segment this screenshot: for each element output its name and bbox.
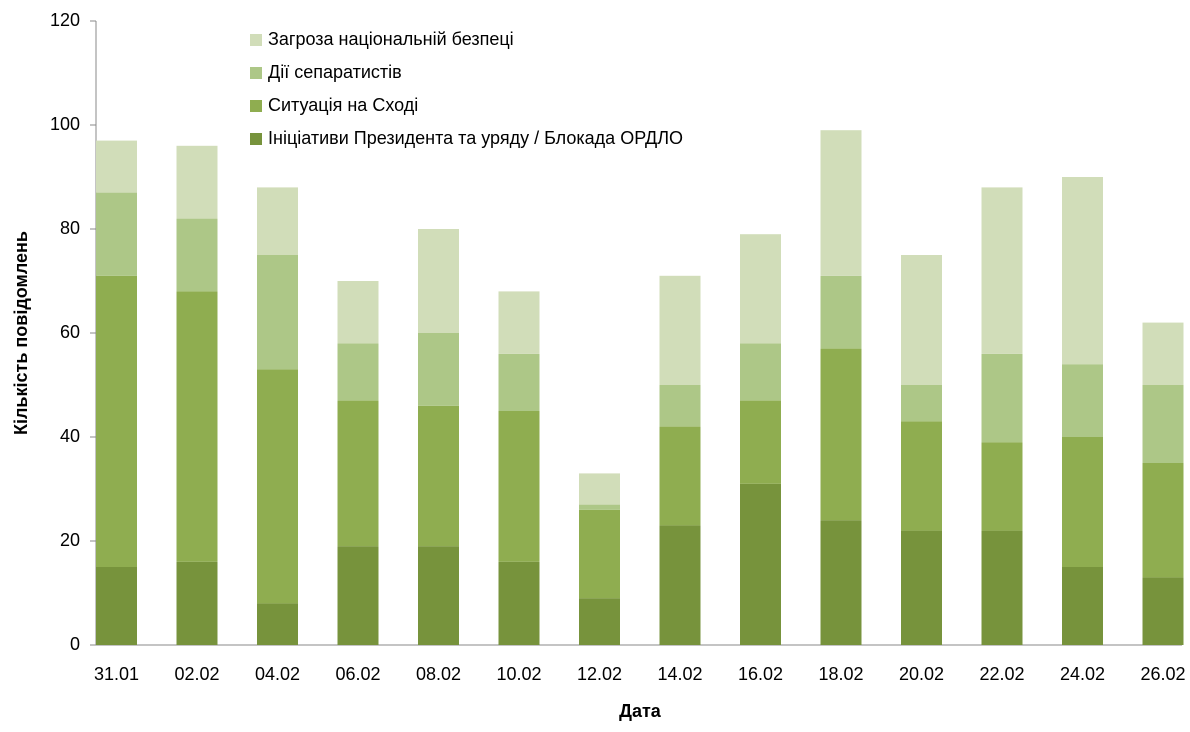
x-tick-label: 10.02 — [496, 664, 541, 684]
legend-swatch — [250, 67, 262, 79]
x-tick-label: 20.02 — [899, 664, 944, 684]
bar-segment — [96, 192, 137, 276]
bar-segment — [981, 353, 1023, 443]
bar-segment — [337, 281, 379, 344]
y-tick-label: 60 — [60, 322, 80, 342]
x-tick-label: 16.02 — [738, 664, 783, 684]
bar-segment — [579, 509, 620, 599]
bar-segment — [901, 421, 942, 531]
legend-label: Ситуація на Сході — [268, 95, 418, 115]
x-tick-label: 08.02 — [416, 664, 461, 684]
x-tick-label: 26.02 — [1140, 664, 1185, 684]
bar-segment — [498, 291, 540, 354]
bar-segment — [96, 140, 137, 193]
x-tick-label: 22.02 — [979, 664, 1024, 684]
bar-segment — [901, 255, 942, 385]
x-tick-label: 18.02 — [818, 664, 863, 684]
bar-segment — [820, 275, 862, 349]
bar-segment — [1142, 322, 1184, 385]
bar-segment — [740, 400, 781, 484]
bar-segment — [579, 598, 620, 645]
y-tick-label: 0 — [70, 634, 80, 654]
bar-segment — [740, 483, 781, 645]
bar-segment — [820, 130, 862, 276]
bar-segment — [820, 520, 862, 645]
bar-segment — [1062, 437, 1103, 567]
y-tick-label: 40 — [60, 426, 80, 446]
bar-segment — [820, 348, 862, 521]
y-tick-label: 80 — [60, 218, 80, 238]
bar-segment — [176, 561, 218, 645]
bar-segment — [498, 411, 540, 562]
bar-segment — [659, 525, 701, 645]
bar-segment — [1062, 177, 1103, 365]
bar-segment — [579, 504, 620, 510]
bar-segment — [981, 530, 1023, 645]
x-tick-label: 31.01 — [94, 664, 139, 684]
bar-segment — [1062, 567, 1103, 645]
bar-segment — [1062, 364, 1103, 437]
bar-segment — [418, 405, 459, 547]
x-tick-label: 14.02 — [657, 664, 702, 684]
bar-segment — [418, 333, 459, 406]
y-tick-label: 100 — [50, 114, 80, 134]
bar-segment — [740, 343, 781, 401]
y-tick-label: 20 — [60, 530, 80, 550]
bar-segment — [659, 426, 701, 526]
legend-swatch — [250, 34, 262, 46]
bar-segment — [981, 187, 1023, 354]
bar-segment — [96, 567, 137, 645]
legend-label: Дії сепаратистів — [268, 62, 402, 82]
bar-segment — [257, 369, 298, 604]
bar-segment — [176, 145, 218, 219]
bar-segment — [659, 385, 701, 427]
bar-segment — [337, 343, 379, 401]
bar-segment — [176, 291, 218, 562]
bar-segment — [257, 603, 298, 645]
bar-segment — [901, 385, 942, 422]
bar-segment — [418, 229, 459, 333]
bar-segment — [1142, 463, 1184, 578]
bar-segment — [901, 530, 942, 645]
bar-segment — [659, 275, 701, 385]
y-axis-label: Кількість повідомлень — [11, 231, 31, 435]
x-axis-label: Дата — [619, 701, 662, 721]
bar-segment — [418, 546, 459, 645]
x-tick-label: 12.02 — [577, 664, 622, 684]
bar-segment — [257, 187, 298, 255]
bar-segment — [579, 473, 620, 505]
bar-segment — [498, 353, 540, 411]
bar-segment — [176, 218, 218, 292]
bar-segment — [498, 561, 540, 645]
x-tick-label: 24.02 — [1060, 664, 1105, 684]
bar-segment — [96, 275, 137, 567]
x-tick-label: 04.02 — [255, 664, 300, 684]
bar-segment — [1142, 577, 1184, 645]
x-tick-label: 06.02 — [335, 664, 380, 684]
bar-segment — [257, 255, 298, 370]
bar-segment — [337, 546, 379, 645]
legend-swatch — [250, 100, 262, 112]
bar-segment — [981, 442, 1023, 531]
bar-segment — [740, 234, 781, 344]
bar-segment — [1142, 385, 1184, 463]
legend-label: Ініціативи Президента та уряду / Блокада… — [268, 128, 683, 148]
legend-swatch — [250, 133, 262, 145]
bar-segment — [337, 400, 379, 547]
y-tick-label: 120 — [50, 10, 80, 30]
legend-label: Загроза національній безпеці — [268, 29, 514, 49]
x-tick-label: 02.02 — [174, 664, 219, 684]
